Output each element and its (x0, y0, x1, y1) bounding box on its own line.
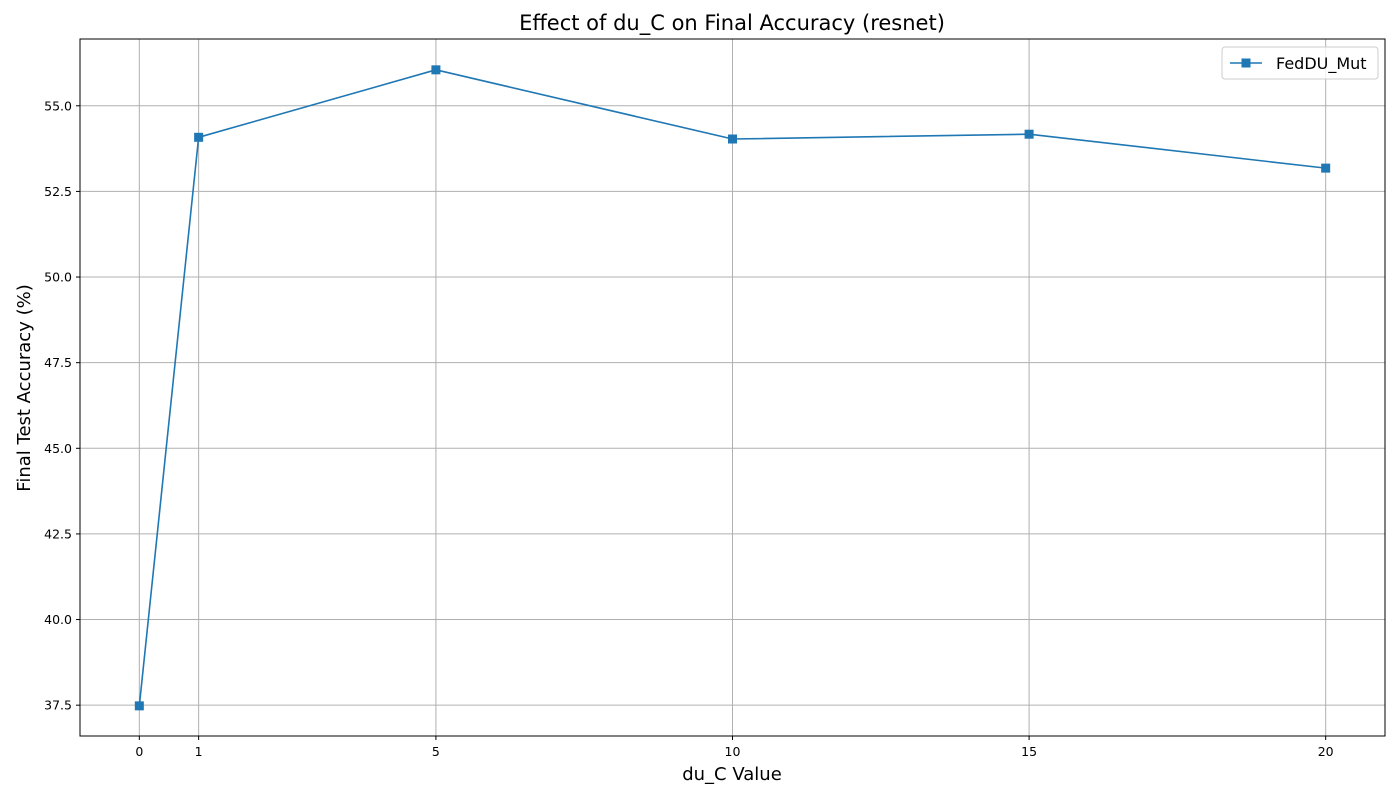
x-tick-label: 1 (195, 744, 203, 759)
legend-label: FedDU_Mut (1276, 54, 1367, 74)
legend-box (1221, 46, 1379, 80)
y-tick-label: 55.0 (44, 98, 72, 113)
y-tick-label: 45.0 (44, 441, 72, 456)
data-point-marker (728, 134, 737, 144)
x-tick-label: 15 (1021, 744, 1037, 759)
y-tick-label: 40.0 (44, 612, 72, 627)
grid-lines (80, 39, 1385, 736)
data-point-marker (134, 701, 144, 711)
x-tick-label: 10 (725, 744, 741, 759)
legend: FedDU_Mut (1221, 46, 1379, 80)
x-tick-label: 20 (1318, 744, 1334, 759)
data-point-marker (1321, 163, 1331, 173)
data-point-marker (194, 132, 204, 142)
x-tick-label: 5 (432, 744, 440, 759)
x-tick-label: 0 (135, 744, 143, 759)
data-point-marker (431, 65, 441, 75)
chart-title: Effect of du_C on Final Accuracy (resnet… (519, 11, 945, 36)
legend-marker-swatch (1241, 58, 1251, 68)
y-tick-label: 47.5 (44, 355, 72, 370)
y-tick-label: 52.5 (44, 184, 72, 199)
series-layer (134, 65, 1331, 711)
y-axis-label: Final Test Accuracy (%) (14, 284, 35, 491)
series-line (138, 69, 1326, 706)
y-tick-label: 50.0 (44, 270, 72, 285)
x-axis-label: du_C Value (682, 764, 782, 785)
y-axis-ticks: 37.5 40.0 42.5 45.0 47.5 50.0 52.5 55.0 (44, 98, 80, 713)
data-point-marker (1024, 129, 1034, 139)
y-tick-label: 37.5 (44, 698, 72, 713)
x-axis-ticks: 0 1 5 10 15 20 (135, 736, 1334, 759)
y-tick-label: 42.5 (44, 526, 72, 541)
